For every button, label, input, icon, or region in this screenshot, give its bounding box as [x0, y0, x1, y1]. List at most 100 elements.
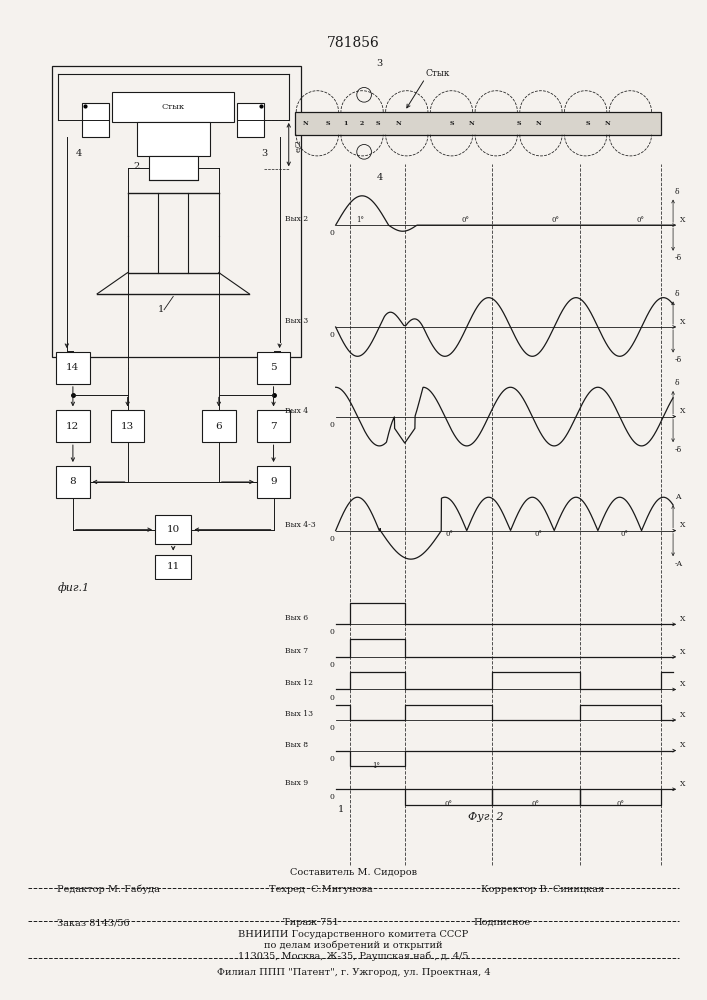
Bar [237, 103, 264, 137]
Text: 13: 13 [121, 422, 134, 431]
Bar [155, 515, 192, 544]
Text: Филиал ППП "Патент", г. Ужгород, ул. Проектная, 4: Филиал ППП "Патент", г. Ужгород, ул. Про… [216, 968, 491, 977]
Text: -δ: -δ [675, 446, 682, 454]
Text: Вых 4: Вых 4 [285, 407, 308, 415]
Text: X: X [680, 711, 686, 719]
Text: 1: 1 [344, 121, 348, 126]
Text: 0°: 0° [617, 800, 624, 808]
Bar [257, 410, 291, 442]
Text: 0: 0 [330, 694, 335, 702]
Text: 14: 14 [66, 363, 79, 372]
Text: -δ: -δ [675, 254, 682, 262]
Text: X: X [680, 318, 686, 326]
Text: 0°: 0° [462, 216, 469, 224]
Text: S: S [376, 121, 380, 126]
Text: Стык: Стык [425, 69, 450, 78]
Bar [257, 466, 291, 498]
Text: 1°: 1° [373, 762, 380, 770]
Text: 3: 3 [262, 149, 268, 158]
Text: N: N [469, 121, 474, 126]
Text: 10: 10 [167, 525, 180, 534]
Text: N: N [396, 121, 402, 126]
Text: Вых 3: Вых 3 [285, 317, 308, 325]
Text: 9: 9 [270, 477, 277, 486]
Text: 1: 1 [158, 305, 164, 314]
Text: Тираж 751: Тираж 751 [283, 918, 339, 927]
Text: Техред  С.Мигунова: Техред С.Мигунова [269, 885, 373, 894]
Text: Вых 12: Вых 12 [285, 679, 312, 687]
Text: 0°: 0° [551, 216, 559, 224]
Text: 0°: 0° [620, 530, 629, 538]
Text: Вых 9: Вых 9 [285, 779, 308, 787]
Bar [155, 555, 192, 579]
Bar [56, 466, 90, 498]
Text: 6: 6 [216, 422, 222, 431]
Text: N: N [605, 121, 611, 126]
Text: ВНИИПИ Государственного комитета СССР: ВНИИПИ Государственного комитета СССР [238, 930, 469, 939]
Text: 3: 3 [376, 59, 382, 68]
Text: X: X [680, 521, 686, 529]
Text: 0: 0 [330, 331, 335, 339]
Bar [149, 156, 197, 180]
Text: Стык: Стык [162, 103, 185, 111]
Bar [112, 92, 234, 122]
Bar [136, 122, 210, 156]
Text: 0: 0 [330, 628, 335, 636]
Text: Фуг. 2: Фуг. 2 [468, 812, 504, 822]
Text: X: X [680, 216, 686, 224]
Text: 1: 1 [338, 805, 344, 814]
Text: 8: 8 [69, 477, 76, 486]
Text: Вых 13: Вых 13 [285, 710, 313, 718]
Text: -A: -A [675, 560, 683, 568]
Text: N: N [303, 121, 308, 126]
Text: Редактор М. Габуда: Редактор М. Габуда [57, 884, 160, 894]
Text: Вых 7: Вых 7 [285, 647, 308, 655]
Text: X: X [680, 780, 686, 788]
Text: 4: 4 [376, 173, 382, 182]
Text: 0: 0 [330, 724, 335, 732]
Text: 1°: 1° [356, 216, 364, 224]
Text: X: X [680, 407, 686, 415]
Text: Подписное: Подписное [474, 918, 531, 927]
Bar [56, 352, 90, 384]
Text: Составитель М. Сидоров: Составитель М. Сидоров [290, 868, 417, 877]
Text: S: S [449, 121, 454, 126]
Text: X: X [680, 680, 686, 688]
Text: 0: 0 [330, 755, 335, 763]
Text: 781856: 781856 [327, 36, 380, 50]
Text: 0°: 0° [445, 530, 453, 538]
Bar [257, 352, 291, 384]
Text: X: X [680, 648, 686, 656]
Text: 0: 0 [330, 421, 335, 429]
Text: фиг.1: фиг.1 [58, 582, 90, 593]
Text: X: X [680, 741, 686, 749]
Bar [202, 410, 235, 442]
Text: 113035, Москва, Ж-35, Раушская наб., д. 4/5: 113035, Москва, Ж-35, Раушская наб., д. … [238, 952, 469, 961]
Text: e/2: e/2 [295, 139, 303, 152]
Text: 11: 11 [167, 562, 180, 571]
Text: 0°: 0° [445, 800, 452, 808]
Text: Вых 6: Вых 6 [285, 614, 308, 622]
Text: 4: 4 [76, 149, 82, 158]
Bar [56, 410, 90, 442]
Text: по делам изобретений и открытий: по делам изобретений и открытий [264, 940, 443, 950]
Text: 12: 12 [66, 422, 79, 431]
Text: A: A [675, 493, 681, 501]
Text: δ: δ [675, 188, 679, 196]
Text: S: S [325, 121, 329, 126]
Text: 0°: 0° [636, 216, 645, 224]
Text: X: X [680, 615, 686, 623]
Text: δ: δ [675, 379, 679, 387]
Text: -δ: -δ [675, 356, 682, 364]
Text: 7: 7 [270, 422, 277, 431]
Text: S: S [516, 121, 521, 126]
Text: 2: 2 [134, 162, 140, 171]
Text: 0: 0 [330, 661, 335, 669]
Text: Вых 4-3: Вых 4-3 [285, 521, 315, 529]
Text: Заказ 8143/56: Заказ 8143/56 [57, 918, 129, 927]
Text: S: S [585, 121, 590, 126]
Bar [82, 103, 110, 137]
Text: 0°: 0° [532, 800, 540, 808]
Text: δ: δ [675, 290, 679, 298]
Text: N: N [536, 121, 542, 126]
